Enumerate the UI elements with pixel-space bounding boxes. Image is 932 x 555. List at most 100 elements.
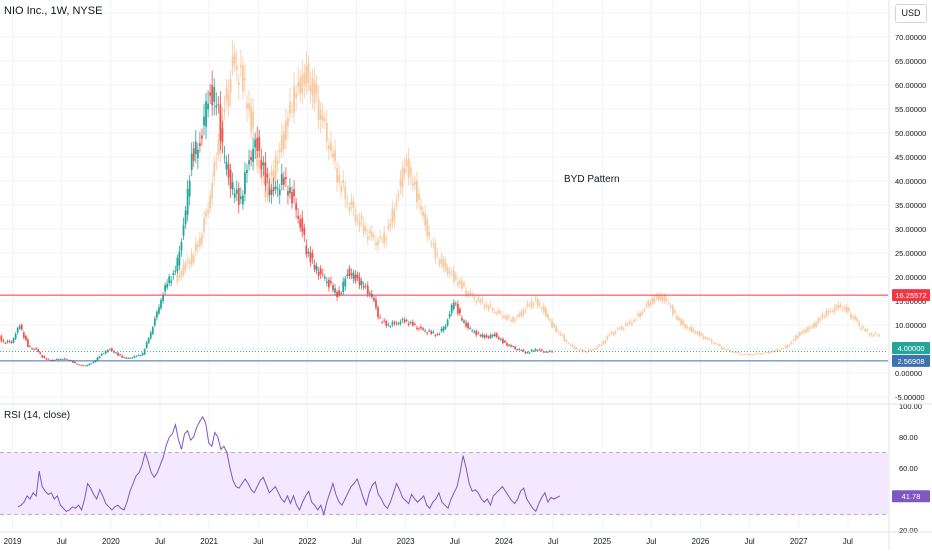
projection-candle: [289, 102, 291, 114]
projection-candle: [320, 110, 322, 120]
candle: [222, 128, 224, 142]
projection-candle: [565, 340, 567, 342]
candle: [443, 327, 445, 331]
projection-candle: [541, 308, 543, 309]
x-tick-label: 2023: [397, 537, 415, 546]
projection-candle: [447, 267, 449, 273]
rsi-value-text: 41.78: [902, 492, 921, 501]
candle: [348, 268, 350, 276]
candle: [434, 335, 436, 336]
projection-candle: [701, 333, 703, 335]
candle: [187, 189, 189, 215]
projection-candle: [737, 352, 739, 353]
candle: [398, 323, 400, 324]
candle: [131, 358, 133, 359]
candle: [369, 293, 371, 294]
projection-candle: [512, 317, 514, 322]
projection-candle: [396, 202, 398, 205]
projection-candle: [563, 336, 565, 341]
candle: [189, 181, 191, 197]
projection-candle: [246, 103, 248, 109]
y-tick-label: -5.00000: [895, 393, 925, 402]
projection-candle: [465, 290, 467, 294]
projection-candle: [535, 300, 537, 301]
projection-candle: [443, 259, 445, 267]
rsi-tick-label: 100.00: [899, 402, 922, 411]
candle: [385, 321, 387, 326]
candle: [516, 349, 518, 350]
projection-candle: [600, 345, 602, 346]
candle: [148, 338, 150, 343]
projection-candle: [344, 187, 346, 200]
projection-candle: [828, 311, 830, 313]
projection-candle: [533, 304, 535, 305]
projection-candle: [842, 310, 844, 311]
projection-candle: [484, 305, 486, 307]
x-tick-label: Jul: [843, 537, 853, 546]
x-tick-label: 2019: [4, 537, 22, 546]
projection-candle: [375, 242, 377, 245]
projection-candle: [590, 349, 592, 350]
projection-candle: [449, 272, 451, 274]
candle: [510, 345, 512, 346]
projection-candle: [310, 85, 312, 91]
projection-candle: [414, 181, 416, 184]
projection-candle: [670, 306, 672, 307]
projection-candle: [271, 171, 273, 175]
candle: [219, 105, 221, 141]
projection-candle: [277, 161, 279, 164]
projection-candle: [179, 275, 181, 277]
candle: [197, 150, 199, 158]
candle: [310, 252, 312, 262]
candle: [160, 300, 162, 308]
projection-candle: [748, 355, 750, 356]
symbol-title: NIO Inc., 1W, NYSE: [4, 5, 102, 17]
projection-candle: [821, 314, 823, 318]
candle: [381, 322, 383, 323]
candle: [539, 349, 541, 350]
candle: [156, 312, 158, 318]
candle: [217, 104, 219, 105]
projection-candle: [285, 121, 287, 140]
rsi-tick-label: 60.00: [899, 464, 918, 473]
projection-candle: [782, 348, 784, 349]
projection-candle: [342, 180, 344, 183]
candle: [383, 321, 385, 322]
projection-candle: [852, 317, 854, 318]
projection-candle: [735, 352, 737, 353]
projection-candle: [191, 254, 193, 264]
candle: [5, 343, 7, 344]
projection-candle: [248, 103, 250, 109]
projection-candle: [502, 317, 504, 318]
projection-candle: [363, 225, 365, 234]
projection-candle: [301, 75, 303, 93]
candle: [179, 252, 181, 266]
projection-candle: [694, 332, 696, 333]
projection-candle: [789, 345, 791, 346]
projection-candle: [688, 328, 690, 329]
candle: [9, 341, 11, 342]
projection-candle: [217, 140, 219, 155]
projection-candle: [445, 263, 447, 270]
projection-candle: [643, 309, 645, 311]
projection-candle: [877, 335, 879, 336]
candle: [33, 349, 35, 350]
projection-candle: [692, 328, 694, 331]
candle: [316, 266, 318, 271]
projection-candle: [291, 110, 293, 111]
projection-candle: [432, 244, 434, 245]
candle: [355, 275, 357, 281]
candle: [133, 356, 135, 357]
projection-candle: [568, 343, 570, 344]
candle: [346, 274, 348, 275]
projection-candle: [752, 355, 754, 356]
projection-candle: [770, 353, 772, 354]
currency-button[interactable]: USD: [895, 4, 927, 23]
projection-candle: [758, 353, 760, 354]
y-tick-label: 65.00000: [895, 57, 926, 66]
candle: [428, 331, 430, 332]
projection-candle: [187, 261, 189, 262]
projection-candle: [365, 227, 367, 231]
projection-candle: [721, 347, 723, 349]
projection-candle: [709, 339, 711, 340]
